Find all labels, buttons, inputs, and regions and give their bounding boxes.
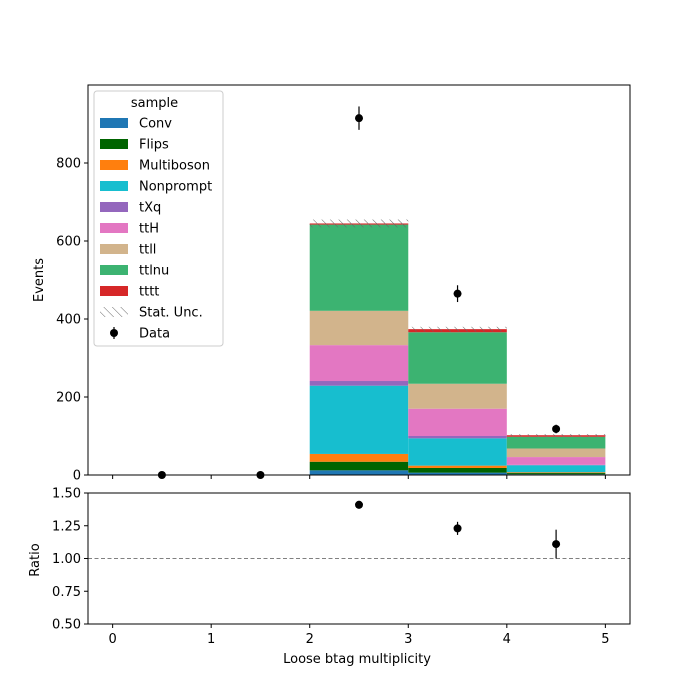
ratio-y-tick-label: 1.50 — [52, 487, 81, 502]
ratio-y-tick-label: 0.75 — [52, 585, 81, 600]
legend-swatch-conv — [100, 118, 128, 128]
y-tick-label: 600 — [56, 235, 81, 250]
x-tick-label: 2 — [306, 632, 314, 647]
bar-multiboson-bin-4 — [506, 472, 606, 474]
legend-label-multiboson: Multiboson — [139, 159, 210, 174]
stat-unc-band-bin-3 — [408, 326, 507, 332]
main-y-ticks: 0 200 400 600 800 — [56, 157, 88, 484]
bar-multiboson-bin-2 — [309, 453, 409, 462]
x-tick-label: 0 — [108, 632, 116, 647]
legend-label-tth: ttH — [139, 222, 159, 237]
bar-tth-bin-2 — [309, 345, 409, 382]
legend-label-flips: Flips — [139, 138, 169, 153]
bar-flips-bin-4 — [506, 473, 606, 475]
main-x-ticks — [112, 475, 606, 479]
legend-swatch-flips — [100, 139, 128, 149]
data-point — [552, 424, 561, 433]
bar-multiboson-bin-3 — [408, 465, 507, 468]
bar-nonprompt-bin-3 — [408, 438, 507, 466]
x-tick-label: 4 — [503, 632, 511, 647]
legend-swatch-stat-unc — [100, 307, 128, 317]
ratio-y-tick-label: 1.00 — [52, 552, 81, 567]
legend-swatch-txq — [100, 202, 128, 212]
stat-unc-bands — [309, 219, 606, 437]
legend-label-txq: tXq — [139, 201, 161, 216]
ratio-point — [355, 500, 363, 509]
legend-swatch-multiboson — [100, 160, 128, 170]
stat-unc-band-bin-4 — [506, 434, 606, 437]
ratio-point — [453, 524, 462, 533]
legend: sample Conv Flips Multiboson Nonprompt tXq ttH… — [93, 90, 224, 347]
data-point — [453, 289, 462, 298]
ratio-y-tick-label: 0.50 — [52, 618, 81, 633]
ratio-y-axis-label: Ratio — [28, 543, 43, 576]
legend-label-ttlnu: ttlnu — [139, 264, 169, 279]
bar-conv-bin-3 — [408, 472, 507, 475]
legend-label-ttll: ttll — [139, 243, 156, 258]
bar-txq-bin-3 — [408, 436, 507, 439]
bar-txq-bin-2 — [309, 381, 409, 386]
ratio-y-tick-label: 1.25 — [52, 519, 81, 534]
ratio-point — [552, 540, 561, 549]
x-tick-label: 1 — [207, 632, 215, 647]
y-tick-label: 200 — [56, 391, 81, 406]
legend-label-data: Data — [139, 327, 170, 342]
legend-label-stat-unc: Stat. Unc. — [139, 306, 203, 321]
bar-ttlnu-bin-2 — [309, 224, 409, 311]
data-point — [355, 114, 363, 123]
x-axis-label: Loose btag multiplicity — [283, 652, 431, 667]
bar-ttlnu-bin-4 — [506, 436, 606, 449]
legend-label-conv: Conv — [139, 117, 172, 132]
legend-swatch-data — [110, 329, 118, 337]
bar-tth-bin-4 — [506, 457, 606, 465]
bar-conv-bin-2 — [309, 470, 409, 475]
y-tick-label: 400 — [56, 313, 81, 328]
bar-ttll-bin-4 — [506, 448, 606, 458]
y-tick-label: 800 — [56, 157, 81, 172]
stat-unc-band-bin-2 — [309, 219, 409, 228]
ratio-points — [355, 500, 561, 559]
legend-swatch-tttt — [100, 286, 128, 296]
stacked-bars — [309, 223, 606, 475]
legend-swatch-ttlnu — [100, 265, 128, 275]
ratio-y-ticks: 0.50 0.75 1.00 1.25 1.50 — [52, 487, 88, 633]
bar-tth-bin-3 — [408, 408, 507, 436]
main-axes-frame — [87, 84, 631, 476]
data-points — [157, 106, 561, 479]
bar-flips-bin-3 — [408, 467, 507, 473]
bar-ttlnu-bin-3 — [408, 332, 507, 384]
ratio-x-ticks: 0 1 2 3 4 5 — [108, 624, 610, 647]
legend-swatch-nonprompt — [100, 181, 128, 191]
legend-box — [93, 90, 224, 347]
legend-swatch-tth — [100, 223, 128, 233]
bar-flips-bin-2 — [309, 461, 409, 471]
x-tick-label: 3 — [404, 632, 412, 647]
legend-swatch-ttll — [100, 244, 128, 254]
bar-nonprompt-bin-2 — [309, 385, 409, 454]
bar-ttll-bin-2 — [309, 310, 409, 346]
y-tick-label: 0 — [73, 469, 81, 484]
legend-title: sample — [131, 96, 178, 111]
bar-ttll-bin-3 — [408, 383, 507, 409]
ratio-panel: 0.50 0.75 1.00 1.25 1.50 0 1 2 3 4 5 Ratio Loose … — [28, 487, 631, 667]
main-y-axis-label: Events — [32, 258, 47, 302]
legend-label-nonprompt: Nonprompt — [139, 180, 212, 195]
main-panel: 0 200 400 600 800 Events — [32, 84, 631, 484]
bar-nonprompt-bin-4 — [506, 465, 606, 473]
legend-label-tttt: tttt — [139, 285, 159, 300]
x-tick-label: 5 — [601, 632, 609, 647]
